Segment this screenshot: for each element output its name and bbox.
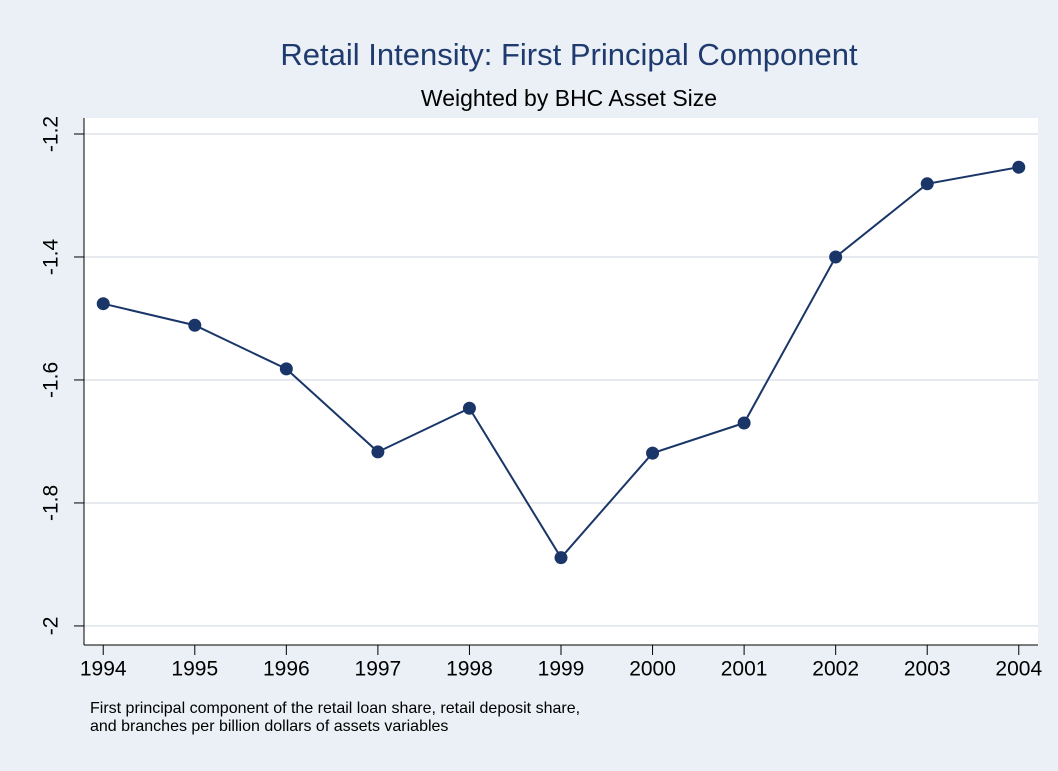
marker bbox=[829, 250, 843, 264]
x-tick-label: 1998 bbox=[446, 658, 493, 681]
plot-area bbox=[84, 118, 1038, 645]
y-tick-label: -1.2 bbox=[40, 116, 63, 152]
x-tick-label: 2002 bbox=[812, 658, 859, 681]
y-tick-label: -1.6 bbox=[40, 362, 63, 398]
marker bbox=[646, 446, 660, 460]
note: First principal component of the retail … bbox=[90, 700, 580, 717]
marker bbox=[462, 401, 476, 415]
marker bbox=[554, 551, 568, 565]
x-tick-label: 1997 bbox=[355, 658, 402, 681]
x-tick-label: 1996 bbox=[263, 658, 310, 681]
x-tick-label: 2000 bbox=[629, 658, 676, 681]
marker bbox=[1012, 160, 1026, 174]
x-tick-label: 2003 bbox=[904, 658, 951, 681]
x-tick-label: 1994 bbox=[80, 658, 127, 681]
marker bbox=[188, 318, 202, 332]
chart-title: Retail Intensity: First Principal Compon… bbox=[280, 37, 858, 72]
chart-subtitle: Weighted by BHC Asset Size bbox=[421, 85, 717, 111]
y-tick-label: -2 bbox=[40, 617, 63, 636]
note: and branches per billion dollars of asse… bbox=[90, 718, 448, 735]
x-tick-label: 1999 bbox=[538, 658, 585, 681]
marker bbox=[279, 362, 293, 376]
y-tick-label: -1.4 bbox=[40, 239, 63, 276]
y-tick-label: -1.8 bbox=[40, 485, 63, 521]
marker bbox=[920, 177, 934, 191]
x-tick-label: 1995 bbox=[171, 658, 218, 681]
x-tick-label: 2001 bbox=[721, 658, 768, 681]
marker bbox=[737, 416, 751, 430]
marker bbox=[96, 297, 110, 311]
marker bbox=[371, 445, 385, 459]
x-tick-label: 2004 bbox=[995, 658, 1042, 681]
